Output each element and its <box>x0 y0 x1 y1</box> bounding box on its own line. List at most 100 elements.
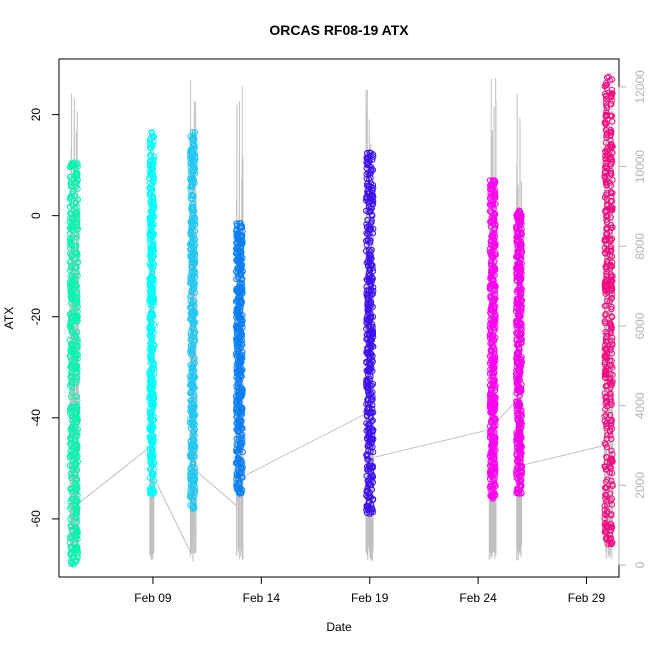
data-point <box>148 436 155 443</box>
data-point <box>487 306 494 313</box>
data-point <box>149 211 156 218</box>
data-point <box>608 435 615 443</box>
data-point <box>516 319 524 326</box>
data-point <box>189 365 196 372</box>
data-point <box>488 302 495 309</box>
data-point <box>518 306 525 313</box>
data-point <box>491 189 498 196</box>
data-point <box>608 263 616 270</box>
flight-points-rf13 <box>486 177 499 502</box>
data-point <box>603 484 610 491</box>
data-point <box>601 529 609 536</box>
data-point <box>367 390 374 397</box>
data-point <box>518 339 525 346</box>
data-point <box>147 344 155 351</box>
data-point <box>190 408 197 415</box>
data-point <box>151 477 158 484</box>
data-point <box>491 347 498 354</box>
data-point <box>601 361 609 368</box>
data-point <box>363 230 370 237</box>
y-axis: -60 -40 -20 0 20 <box>29 108 60 528</box>
data-point <box>492 463 499 470</box>
data-point <box>148 400 155 407</box>
data-point <box>233 350 240 357</box>
data-point <box>365 391 372 399</box>
data-point <box>150 361 157 368</box>
data-point <box>148 352 155 359</box>
data-point <box>148 153 155 160</box>
data-point <box>72 481 79 488</box>
data-point <box>238 373 245 380</box>
data-point <box>72 204 79 211</box>
data-point <box>609 481 616 488</box>
data-point <box>370 268 377 275</box>
data-point <box>187 329 194 336</box>
data-point <box>148 273 155 280</box>
data-point <box>489 391 496 398</box>
data-point <box>487 400 494 407</box>
data-point <box>73 442 80 449</box>
data-point <box>192 487 199 494</box>
data-point <box>491 376 498 383</box>
data-point <box>188 399 195 406</box>
data-point <box>489 454 496 461</box>
data-point <box>74 492 81 499</box>
data-point <box>608 422 615 430</box>
data-point <box>68 227 75 234</box>
data-point <box>491 365 498 372</box>
data-point <box>188 280 195 287</box>
data-point <box>487 241 494 248</box>
data-point <box>237 307 244 314</box>
data-point <box>491 477 498 484</box>
data-point <box>517 419 525 427</box>
y2-tick-label: 2000 <box>633 472 647 499</box>
data-point <box>148 384 155 391</box>
data-point <box>516 268 523 275</box>
data-point <box>188 352 195 359</box>
data-point <box>518 330 525 337</box>
data-point <box>190 437 197 444</box>
data-point <box>518 354 525 361</box>
data-point <box>72 305 79 312</box>
data-point <box>67 440 74 447</box>
data-point <box>492 470 499 477</box>
data-point <box>365 182 373 189</box>
data-point <box>190 193 197 200</box>
data-point <box>365 236 372 243</box>
data-point <box>488 482 495 489</box>
data-point <box>147 487 154 494</box>
data-point <box>518 241 525 248</box>
data-point <box>603 195 610 202</box>
data-point <box>607 400 614 407</box>
data-point <box>607 411 614 419</box>
flight-points-rf12 <box>363 149 377 517</box>
data-point <box>486 177 494 184</box>
data-point <box>149 480 156 488</box>
data-point <box>603 454 610 461</box>
data-point <box>369 275 376 282</box>
data-point <box>191 373 198 380</box>
data-point <box>601 374 609 381</box>
data-point <box>488 429 495 436</box>
data-point <box>367 337 375 344</box>
data-point <box>369 464 376 471</box>
y2-axis: 0 2000 4000 6000 8000 10000 12000 <box>618 70 647 568</box>
data-point <box>188 228 195 235</box>
data-point <box>518 450 525 457</box>
data-point <box>190 384 197 391</box>
data-point <box>237 463 244 471</box>
data-point <box>602 535 610 542</box>
x-tick-label: Feb 29 <box>568 591 606 605</box>
data-point <box>72 365 79 372</box>
data-point <box>366 272 373 279</box>
data-point <box>73 334 80 341</box>
data-point <box>191 428 198 435</box>
data-point <box>488 340 495 347</box>
data-point <box>68 201 75 208</box>
data-point <box>238 473 245 480</box>
data-point <box>602 126 610 133</box>
data-point <box>69 423 76 430</box>
data-point <box>150 390 157 397</box>
data-point <box>147 283 154 291</box>
data-point <box>73 276 80 283</box>
